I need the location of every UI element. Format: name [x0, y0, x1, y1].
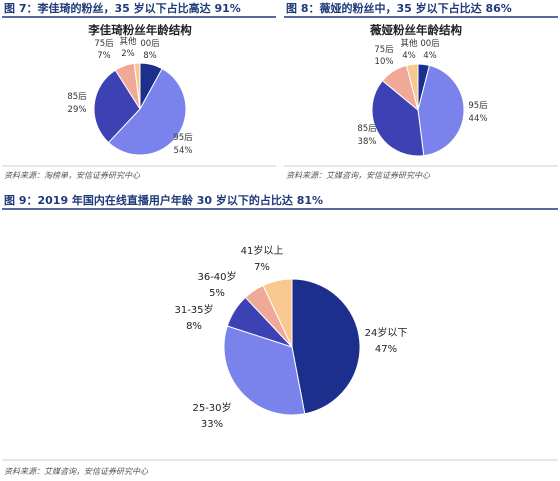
- fig9-pct-36-40: 5%: [209, 288, 225, 299]
- fig7-pct-75: 7%: [97, 51, 111, 61]
- pie0-slice-other: [133, 62, 141, 110]
- fig9-label-25-30: 25-30岁: [192, 401, 231, 414]
- fig7-label-75: 75后: [94, 38, 114, 49]
- fig7-label-other: 其他: [119, 36, 137, 47]
- fig7-source: 资料来源：淘榜单，安信证券研究中心: [4, 171, 141, 180]
- fig8-header: 图 8：薇娅的粉丝中，35 岁以下占比达 86%: [286, 1, 512, 15]
- fig8-label-00: 00后: [420, 38, 440, 49]
- pie2-slice-41plus: [262, 278, 293, 348]
- fig9-label-31-35: 31-35岁: [174, 303, 213, 316]
- pie1-slice-95hou: [417, 64, 465, 157]
- fig9-pie: [223, 278, 361, 416]
- fig8-label-other: 其他: [400, 38, 418, 49]
- fig7-label-85: 85后: [67, 91, 87, 102]
- fig9-pct-31-35: 8%: [186, 321, 202, 332]
- fig9-header: 图 9：2019 年国内在线直播用户年龄 30 岁以下的占比达 81%: [4, 193, 323, 207]
- fig9-label-36-40: 36-40岁: [197, 270, 236, 283]
- fig7-label-00: 00后: [140, 38, 160, 49]
- fig8-pct-75: 10%: [375, 57, 394, 67]
- fig7-pie: [93, 62, 187, 156]
- fig7-pct-95: 54%: [174, 146, 193, 156]
- fig9-pct-25-30: 33%: [201, 419, 223, 430]
- pie2-slice-under24: [291, 278, 361, 415]
- fig8-pct-other: 4%: [402, 51, 416, 61]
- pie2-slice-25-30: [223, 325, 306, 416]
- fig7-label-95: 95后: [173, 132, 193, 143]
- fig9-pct-41plus: 7%: [254, 262, 270, 273]
- fig7-chart-title: 李佳琦粉丝年龄结构: [87, 23, 192, 37]
- fig8-label-95: 95后: [468, 100, 488, 111]
- pie1-slice-85hou: [371, 79, 425, 157]
- fig7-header: 图 7：李佳琦的粉丝，35 岁以下占比高达 91%: [4, 1, 241, 15]
- fig8-label-75: 75后: [374, 44, 394, 55]
- fig8-label-85: 85后: [357, 123, 377, 134]
- fig8-pie: [371, 63, 465, 157]
- pie0-slice-85hou: [93, 69, 141, 144]
- fig8-pct-95: 44%: [469, 114, 488, 124]
- fig9-label-41plus: 41岁以上: [241, 244, 284, 257]
- fig9-source: 资料来源：艾媒咨询，安信证券研究中心: [4, 467, 149, 476]
- fig8-pct-85: 38%: [358, 137, 377, 147]
- fig8-pct-00: 4%: [423, 51, 437, 61]
- fig9-pct-under24: 47%: [375, 344, 397, 355]
- fig8-source: 资料来源：艾媒咨询，安信证券研究中心: [286, 171, 431, 180]
- pie0-slice-95hou: [107, 68, 187, 156]
- fig7-pct-85: 29%: [68, 105, 87, 115]
- pie1-slice-other: [405, 63, 419, 111]
- fig9-label-under24: 24岁以下: [365, 326, 408, 339]
- fig7-pct-00: 8%: [143, 51, 157, 61]
- fig7-pct-other: 2%: [121, 49, 135, 59]
- fig8-chart-title: 薇娅粉丝年龄结构: [370, 23, 462, 37]
